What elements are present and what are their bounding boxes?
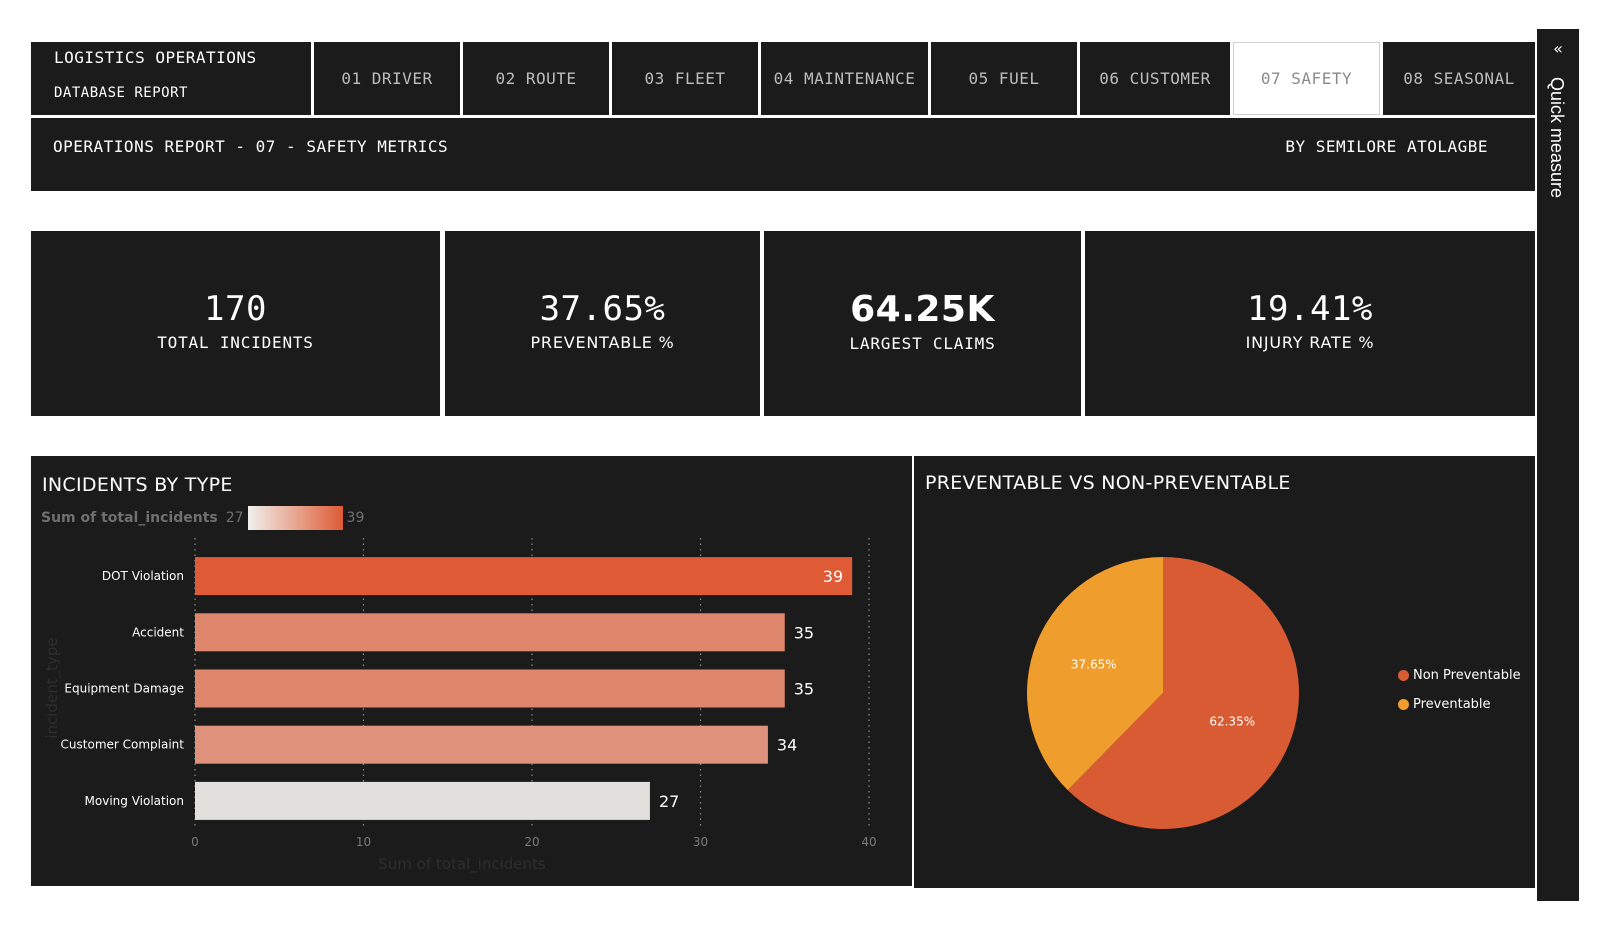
- legend-dot-icon: [1398, 699, 1409, 710]
- panel-title: INCIDENTS BY TYPE: [42, 474, 233, 496]
- tab-safety[interactable]: 07 SAFETY: [1233, 42, 1380, 115]
- tab-customer[interactable]: 06 CUSTOMER: [1080, 42, 1230, 115]
- tab-label: 02 ROUTE: [495, 69, 577, 88]
- bar[interactable]: [195, 557, 853, 596]
- kpi-largest-claims: 64.25K LARGEST CLAIMS: [764, 231, 1081, 416]
- tab-label: 08 SEASONAL: [1403, 69, 1515, 88]
- bar[interactable]: [195, 669, 785, 708]
- kpi-label: LARGEST CLAIMS: [849, 334, 996, 353]
- category-label: Moving Violation: [85, 794, 184, 808]
- x-tick-label: 30: [693, 835, 708, 849]
- category-label: DOT Violation: [102, 569, 184, 583]
- bar[interactable]: [195, 613, 785, 652]
- data-label: 35: [794, 680, 814, 699]
- data-label: 39: [823, 567, 843, 586]
- legend-label: Preventable: [1413, 697, 1491, 712]
- pie-slice[interactable]: [1027, 557, 1163, 791]
- quick-measure-pane[interactable]: « Quick measure: [1537, 29, 1579, 901]
- tab-driver[interactable]: 01 DRIVER: [314, 42, 460, 115]
- pie-chart: 62.35% 37.65%: [1027, 557, 1299, 829]
- brand-title: LOGISTICS OPERATIONS: [54, 48, 257, 67]
- kpi-value: 64.25K: [850, 289, 995, 330]
- tab-label: 03 FLEET: [644, 69, 726, 88]
- tab-label: 04 MAINTENANCE: [773, 69, 916, 88]
- legend-min: 27: [225, 510, 244, 526]
- slice-label: 37.65%: [1071, 658, 1117, 672]
- tab-label: 01 DRIVER: [341, 69, 433, 88]
- category-label: Customer Complaint: [61, 738, 185, 752]
- kpi-total-incidents: 170 TOTAL INCIDENTS: [31, 231, 440, 416]
- legend-dot-icon: [1398, 670, 1409, 681]
- x-tick-label: 0: [191, 835, 199, 849]
- legend-label: Sum of total_incidents: [41, 510, 218, 526]
- tab-fuel[interactable]: 05 FUEL: [931, 42, 1077, 115]
- data-label: 35: [794, 623, 814, 642]
- kpi-value: 37.65%: [539, 289, 666, 329]
- bar[interactable]: [195, 781, 650, 820]
- tab-route[interactable]: 02 ROUTE: [463, 42, 609, 115]
- tab-label: 06 CUSTOMER: [1099, 69, 1211, 88]
- x-tick-label: 40: [861, 835, 876, 849]
- author-label: BY SEMILORE ATOLAGBE: [1285, 137, 1488, 156]
- kpi-preventable: 37.65% PREVENTABLE %: [445, 231, 760, 416]
- color-scale-legend: Sum of total_incidents 27 39: [41, 506, 364, 530]
- brand-subtitle: DATABASE REPORT: [54, 85, 188, 101]
- kpi-label: TOTAL INCIDENTS: [157, 333, 314, 352]
- kpi-label: INJURY RATE %: [1245, 333, 1375, 352]
- preventable-panel: PREVENTABLE VS NON-PREVENTABLE 62.35% 37.…: [914, 456, 1535, 888]
- slice-label: 62.35%: [1209, 714, 1255, 728]
- kpi-injury-rate: 19.41% INJURY RATE %: [1085, 231, 1535, 416]
- tab-maintenance[interactable]: 04 MAINTENANCE: [761, 42, 928, 115]
- x-axis-title: Sum of total_incidents: [378, 855, 546, 874]
- tab-label: 05 FUEL: [968, 69, 1040, 88]
- chevron-left-icon[interactable]: «: [1553, 39, 1563, 58]
- category-label: Accident: [132, 625, 184, 639]
- kpi-label: PREVENTABLE %: [530, 333, 675, 352]
- x-tick-label: 20: [524, 835, 539, 849]
- tab-fleet[interactable]: 03 FLEET: [612, 42, 758, 115]
- pie-slice[interactable]: [1067, 557, 1299, 829]
- x-tick-label: 10: [356, 835, 371, 849]
- y-axis-title: incident_type: [43, 637, 62, 738]
- legend-label: Non Preventable: [1413, 668, 1521, 683]
- data-label: 34: [777, 736, 797, 755]
- bar[interactable]: [195, 725, 768, 764]
- report-brand: LOGISTICS OPERATIONS DATABASE REPORT: [31, 42, 311, 115]
- legend-item-preventable[interactable]: Preventable: [1398, 697, 1491, 712]
- tab-label: 07 SAFETY: [1260, 69, 1353, 88]
- page-title: OPERATIONS REPORT - 07 - SAFETY METRICS: [53, 137, 449, 156]
- kpi-value: 170: [204, 289, 267, 329]
- incidents-by-type-panel: INCIDENTS BY TYPE Sum of total_incidents…: [31, 456, 912, 886]
- kpi-value: 19.41%: [1247, 289, 1373, 329]
- bar-chart: 0 10 20 30 40 DOT Violation 39 Accident 35 Equipm…: [43, 538, 877, 874]
- data-label: 27: [659, 792, 679, 811]
- legend-item-non-preventable[interactable]: Non Preventable: [1398, 668, 1521, 683]
- legend-gradient: [247, 506, 343, 530]
- report-subheader: OPERATIONS REPORT - 07 - SAFETY METRICS …: [31, 118, 1535, 191]
- legend-max: 39: [346, 510, 365, 526]
- panel-title: PREVENTABLE VS NON-PREVENTABLE: [925, 472, 1291, 494]
- quick-measure-label: Quick measure: [1547, 77, 1567, 199]
- tab-seasonal[interactable]: 08 SEASONAL: [1383, 42, 1535, 115]
- category-label: Equipment Damage: [64, 682, 184, 696]
